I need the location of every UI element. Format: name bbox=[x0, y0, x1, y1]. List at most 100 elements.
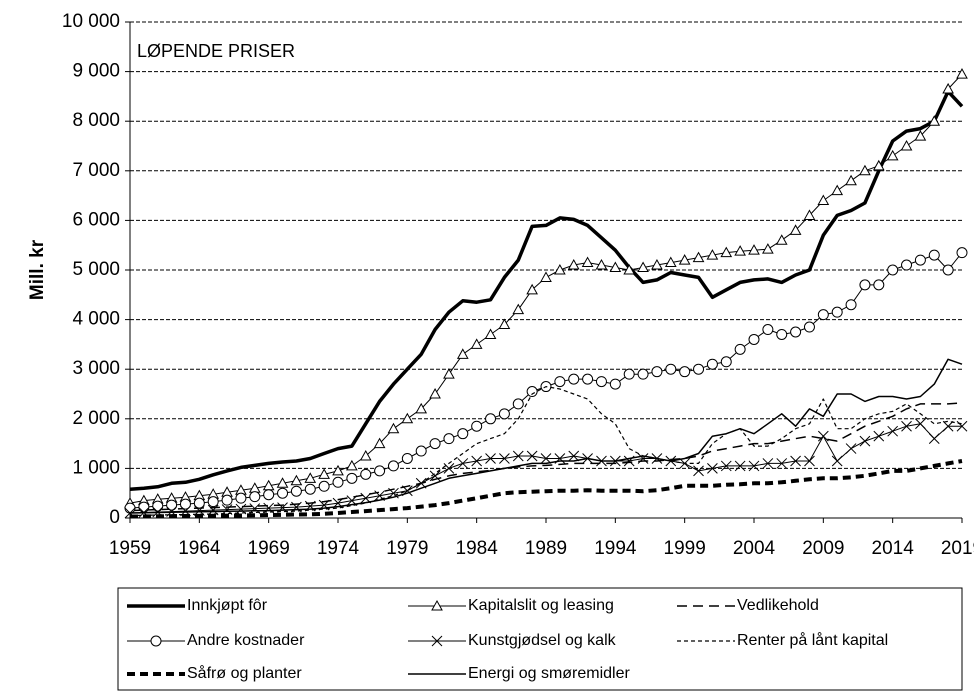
marker bbox=[915, 418, 926, 430]
x-tick-label: 1999 bbox=[664, 538, 706, 559]
marker bbox=[914, 254, 926, 266]
marker bbox=[249, 491, 261, 503]
legend-marker bbox=[431, 599, 443, 611]
legend-label: Såfrø og planter bbox=[187, 664, 302, 682]
marker bbox=[456, 348, 469, 359]
marker bbox=[901, 259, 913, 271]
x-tick-label: 1979 bbox=[386, 538, 428, 559]
marker bbox=[470, 338, 483, 349]
marker bbox=[401, 452, 413, 464]
legend-label: Kapitalslit og leasing bbox=[468, 597, 614, 614]
marker bbox=[609, 261, 622, 273]
marker bbox=[263, 489, 275, 501]
marker bbox=[235, 492, 247, 504]
marker bbox=[665, 363, 677, 375]
marker bbox=[693, 465, 704, 477]
marker bbox=[762, 243, 774, 254]
marker bbox=[582, 373, 594, 385]
y-tick-label: 2 000 bbox=[72, 408, 120, 429]
marker bbox=[318, 468, 330, 479]
marker bbox=[707, 463, 718, 474]
marker bbox=[720, 246, 733, 258]
marker bbox=[956, 68, 968, 79]
marker bbox=[845, 174, 857, 186]
x-tick-label: 1984 bbox=[456, 538, 499, 559]
x-tick-label: 1959 bbox=[109, 538, 151, 559]
marker bbox=[179, 498, 191, 510]
marker bbox=[595, 376, 607, 388]
y-tick-label: 4 000 bbox=[72, 309, 120, 330]
legend-marker bbox=[431, 635, 443, 647]
marker bbox=[790, 326, 802, 338]
y-tick-label: 8 000 bbox=[72, 110, 120, 131]
series-line bbox=[129, 459, 963, 519]
marker bbox=[485, 413, 497, 425]
marker bbox=[942, 82, 954, 94]
annotation: LØPENDE PRISER bbox=[137, 41, 295, 61]
marker bbox=[872, 159, 885, 171]
legend-label: Vedlikehold bbox=[737, 597, 819, 614]
marker bbox=[512, 450, 524, 462]
marker bbox=[637, 368, 649, 380]
legend-label: Energi og smøremidler bbox=[468, 665, 631, 682]
x-tick-label: 1974 bbox=[317, 538, 360, 559]
y-tick-label: 9 000 bbox=[72, 61, 120, 82]
marker bbox=[651, 259, 663, 270]
marker bbox=[443, 433, 455, 445]
marker bbox=[193, 497, 205, 509]
marker bbox=[471, 420, 483, 432]
marker bbox=[359, 449, 372, 461]
marker bbox=[415, 445, 427, 457]
marker bbox=[304, 483, 316, 495]
marker bbox=[623, 368, 635, 380]
marker bbox=[790, 455, 801, 467]
marker bbox=[720, 460, 732, 472]
y-tick-label: 3 000 bbox=[72, 358, 120, 379]
marker bbox=[734, 460, 746, 472]
legend-marker bbox=[150, 635, 162, 647]
marker bbox=[873, 279, 885, 291]
marker bbox=[581, 256, 594, 268]
marker bbox=[373, 437, 386, 449]
series-line bbox=[129, 358, 963, 514]
marker bbox=[859, 279, 871, 291]
marker bbox=[443, 368, 455, 379]
legend-label: Renter på lånt kapital bbox=[737, 631, 888, 649]
legend-box bbox=[117, 587, 963, 691]
marker bbox=[415, 402, 428, 414]
marker bbox=[817, 309, 829, 321]
x-tick-label: 1964 bbox=[178, 538, 221, 559]
marker bbox=[498, 318, 511, 330]
marker bbox=[859, 435, 871, 447]
marker bbox=[304, 472, 317, 483]
marker bbox=[387, 422, 400, 434]
marker bbox=[207, 496, 219, 508]
marker bbox=[360, 468, 372, 480]
series-line bbox=[129, 89, 964, 491]
legend-label: Innkjøpt fôr bbox=[187, 597, 268, 614]
marker bbox=[831, 455, 843, 467]
marker bbox=[526, 283, 538, 295]
marker bbox=[748, 244, 760, 255]
marker bbox=[928, 249, 940, 261]
marker bbox=[290, 485, 302, 497]
marker bbox=[526, 386, 538, 398]
marker bbox=[277, 487, 289, 499]
marker bbox=[568, 450, 580, 462]
marker bbox=[873, 430, 885, 442]
marker bbox=[540, 271, 552, 282]
marker bbox=[485, 453, 496, 464]
marker bbox=[859, 164, 871, 176]
marker bbox=[914, 130, 927, 141]
marker bbox=[678, 254, 691, 265]
marker bbox=[734, 343, 746, 355]
marker bbox=[706, 249, 719, 260]
marker bbox=[152, 500, 164, 512]
marker bbox=[346, 472, 358, 484]
marker bbox=[332, 464, 344, 476]
marker bbox=[276, 477, 289, 488]
marker bbox=[942, 264, 954, 276]
marker bbox=[886, 149, 899, 161]
